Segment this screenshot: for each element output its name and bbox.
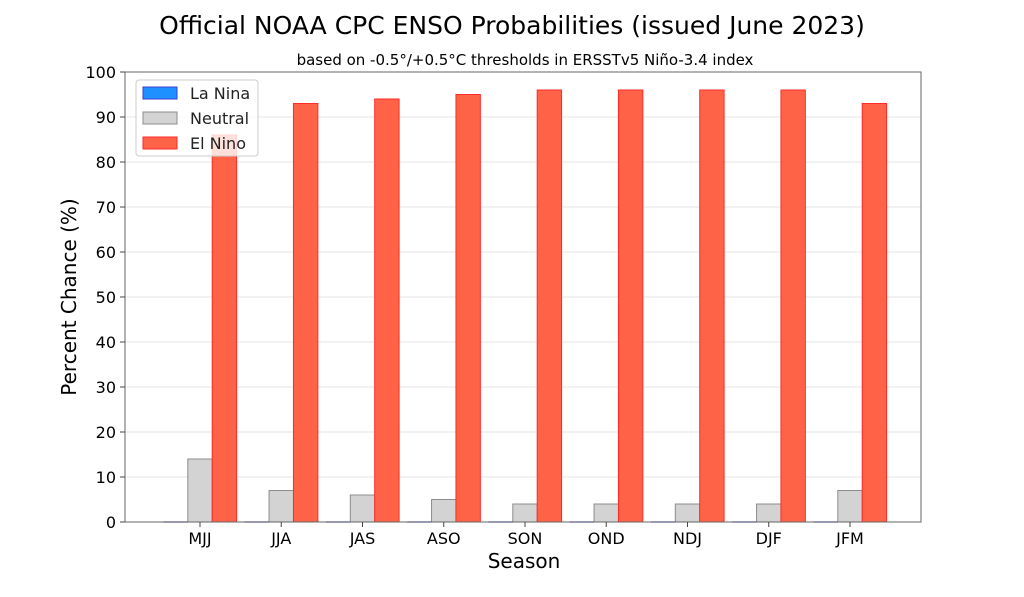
legend-swatch-neutral: [142, 111, 178, 125]
bar-el-nino-son: [536, 89, 563, 523]
bar-neutral-ond: [593, 503, 619, 523]
bar-neutral-aso: [431, 499, 457, 523]
bar-neutral-jas: [349, 494, 376, 523]
legend-label: Neutral: [190, 109, 249, 128]
bar-neutral-jja: [268, 490, 294, 523]
y-axis-label: Percent Chance (%): [57, 198, 81, 395]
bar-el-nino-jja: [292, 103, 319, 523]
y-tick-label: 10: [96, 468, 116, 487]
x-tick-label: OND: [588, 529, 625, 548]
bar-el-nino-mjj: [211, 134, 238, 523]
x-tick-label: JJA: [270, 529, 291, 548]
y-tick-label: 90: [96, 108, 116, 127]
x-axis-label: Season: [488, 549, 561, 573]
x-tick-label: JFM: [835, 529, 864, 548]
bar-el-nino-ndj: [699, 89, 725, 523]
chart-title: Official NOAA CPC ENSO Probabilities (is…: [159, 11, 865, 40]
x-tick-label: ASO: [427, 529, 461, 548]
chart-subtitle: based on -0.5°/+0.5°C thresholds in ERSS…: [297, 51, 754, 69]
bar-el-nino-ond: [617, 89, 644, 523]
bar-el-nino-djf: [780, 89, 806, 523]
y-tick-label: 100: [85, 63, 116, 82]
x-tick-label: JAS: [349, 529, 376, 548]
bar-neutral-jfm: [837, 490, 863, 523]
legend-swatch-la-nina: [142, 86, 178, 100]
y-tick-label: 50: [96, 288, 116, 307]
x-tick-label: SON: [508, 529, 543, 548]
legend-label: La Nina: [190, 84, 250, 103]
bar-neutral-ndj: [674, 503, 701, 523]
y-tick-label: 0: [106, 513, 116, 532]
y-tick-label: 20: [96, 423, 116, 442]
x-tick-label: DJF: [756, 529, 782, 548]
bar-el-nino-jas: [374, 98, 400, 523]
legend: La Nina Neutral El Nino: [135, 79, 259, 157]
bar-el-nino-jfm: [861, 103, 888, 523]
bar-neutral-djf: [756, 503, 782, 523]
y-tick-label: 30: [96, 378, 116, 397]
y-tick-label: 60: [96, 243, 116, 262]
bar-neutral-mjj: [187, 458, 213, 523]
bar-neutral-son: [512, 503, 538, 523]
legend-label: El Nino: [190, 134, 246, 153]
y-tick-label: 70: [96, 198, 116, 217]
legend-swatch-el-nino: [142, 136, 178, 150]
y-tick-label: 40: [96, 333, 116, 352]
bar-el-nino-aso: [455, 94, 481, 523]
x-tick-label: MJJ: [188, 529, 211, 548]
x-tick-label: NDJ: [673, 529, 702, 548]
y-tick-label: 80: [96, 153, 116, 172]
